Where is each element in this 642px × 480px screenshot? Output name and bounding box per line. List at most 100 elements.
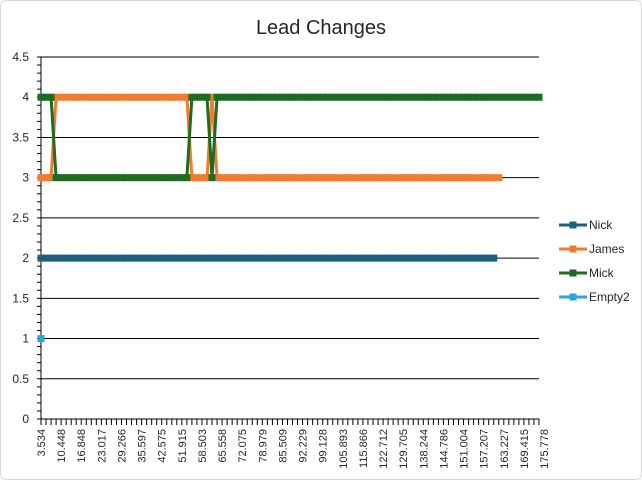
data-point-james-60 <box>339 174 347 182</box>
data-point-james-20 <box>138 93 146 101</box>
data-point-nick-13 <box>102 254 110 262</box>
data-point-james-28 <box>178 93 186 101</box>
y-tick-label-9: 4.5 <box>12 50 29 64</box>
data-point-mick-66 <box>369 93 377 101</box>
data-point-james-73 <box>404 174 412 182</box>
data-point-james-27 <box>173 93 181 101</box>
data-point-mick-23 <box>153 174 161 182</box>
data-point-james-77 <box>424 174 432 182</box>
data-point-james-14 <box>107 93 115 101</box>
data-point-james-88 <box>480 174 488 182</box>
data-point-james-11 <box>92 93 100 101</box>
legend-label-nick: Nick <box>589 218 613 232</box>
data-point-mick-24 <box>158 174 166 182</box>
data-point-james-67 <box>374 174 382 182</box>
data-point-mick-69 <box>384 93 392 101</box>
data-point-nick-8 <box>77 254 85 262</box>
x-tick-label-1: 10.448 <box>56 429 68 463</box>
data-point-mick-91 <box>495 93 503 101</box>
legend: Nick James Mick Empty2 <box>559 218 630 304</box>
y-tick-label-5: 2.5 <box>12 211 29 225</box>
data-point-james-1 <box>42 174 50 182</box>
data-point-mick-8 <box>77 174 85 182</box>
data-point-nick-34 <box>208 254 216 262</box>
data-point-mick-56 <box>319 93 327 101</box>
data-point-james-89 <box>485 174 493 182</box>
data-point-james-9 <box>82 93 90 101</box>
data-point-mick-94 <box>510 93 518 101</box>
data-point-nick-57 <box>324 254 332 262</box>
data-point-nick-28 <box>178 254 186 262</box>
data-point-james-39 <box>233 174 241 182</box>
data-point-mick-48 <box>278 93 286 101</box>
data-point-james-30 <box>188 174 196 182</box>
x-tick-label-20: 144.786 <box>438 429 450 469</box>
x-tick-label-5: 35.597 <box>137 429 149 463</box>
data-point-nick-39 <box>233 254 241 262</box>
data-point-nick-52 <box>299 254 307 262</box>
data-point-nick-67 <box>374 254 382 262</box>
data-point-nick-33 <box>203 254 211 262</box>
data-point-mick-89 <box>485 93 493 101</box>
data-point-nick-26 <box>168 254 176 262</box>
data-point-mick-5 <box>62 174 70 182</box>
x-axis: 3.534 10.448 16.848 23.017 29.266 35.597 42.57… <box>36 419 551 469</box>
gridlines <box>41 56 539 420</box>
data-point-nick-10 <box>87 254 95 262</box>
data-point-nick-18 <box>128 254 136 262</box>
x-tick-label-12: 85.509 <box>277 429 289 463</box>
data-point-mick-68 <box>379 93 387 101</box>
data-point-mick-1 <box>42 93 50 101</box>
data-point-james-62 <box>349 174 357 182</box>
data-point-james-12 <box>97 93 105 101</box>
data-point-mick-37 <box>223 93 231 101</box>
data-point-nick-12 <box>97 254 105 262</box>
data-point-nick-85 <box>465 254 473 262</box>
data-point-mick-39 <box>233 93 241 101</box>
data-point-nick-56 <box>319 254 327 262</box>
x-tick-label-19: 138.244 <box>418 429 430 469</box>
data-point-mick-30 <box>188 93 196 101</box>
data-point-james-34 <box>208 93 216 101</box>
data-point-nick-23 <box>153 254 161 262</box>
data-point-james-79 <box>434 174 442 182</box>
data-point-mick-64 <box>359 93 367 101</box>
data-point-nick-25 <box>163 254 171 262</box>
data-point-nick-54 <box>309 254 317 262</box>
x-tick-label-25: 175.778 <box>539 429 551 469</box>
data-point-nick-89 <box>485 254 493 262</box>
data-point-mick-19 <box>133 174 141 182</box>
data-point-mick-57 <box>324 93 332 101</box>
data-point-mick-33 <box>203 93 211 101</box>
data-point-mick-27 <box>173 174 181 182</box>
data-point-mick-85 <box>465 93 473 101</box>
data-point-nick-20 <box>138 254 146 262</box>
series-empty2 <box>37 335 45 343</box>
data-point-mick-22 <box>148 174 156 182</box>
y-tick-label-2: 1 <box>22 332 29 346</box>
data-point-nick-73 <box>404 254 412 262</box>
data-point-nick-76 <box>419 254 427 262</box>
data-point-mick-50 <box>289 93 297 101</box>
legend-label-james: James <box>589 242 624 256</box>
data-point-mick-55 <box>314 93 322 101</box>
series-mick <box>37 93 543 182</box>
x-tick-label-2: 16.848 <box>76 429 88 463</box>
legend-marker-empty2 <box>569 293 577 301</box>
data-point-mick-28 <box>178 174 186 182</box>
data-point-nick-81 <box>444 254 452 262</box>
data-point-nick-1 <box>42 254 50 262</box>
data-point-james-76 <box>419 174 427 182</box>
data-point-nick-16 <box>117 254 125 262</box>
data-point-james-64 <box>359 174 367 182</box>
data-point-nick-70 <box>389 254 397 262</box>
data-point-nick-43 <box>253 254 261 262</box>
data-point-mick-76 <box>419 93 427 101</box>
data-point-nick-65 <box>364 254 372 262</box>
data-point-james-81 <box>444 174 452 182</box>
data-point-nick-29 <box>183 254 191 262</box>
series-james <box>37 93 503 182</box>
x-tick-label-10: 72.075 <box>237 429 249 463</box>
x-tick-label-13: 92.229 <box>298 429 310 463</box>
data-point-james-38 <box>228 174 236 182</box>
